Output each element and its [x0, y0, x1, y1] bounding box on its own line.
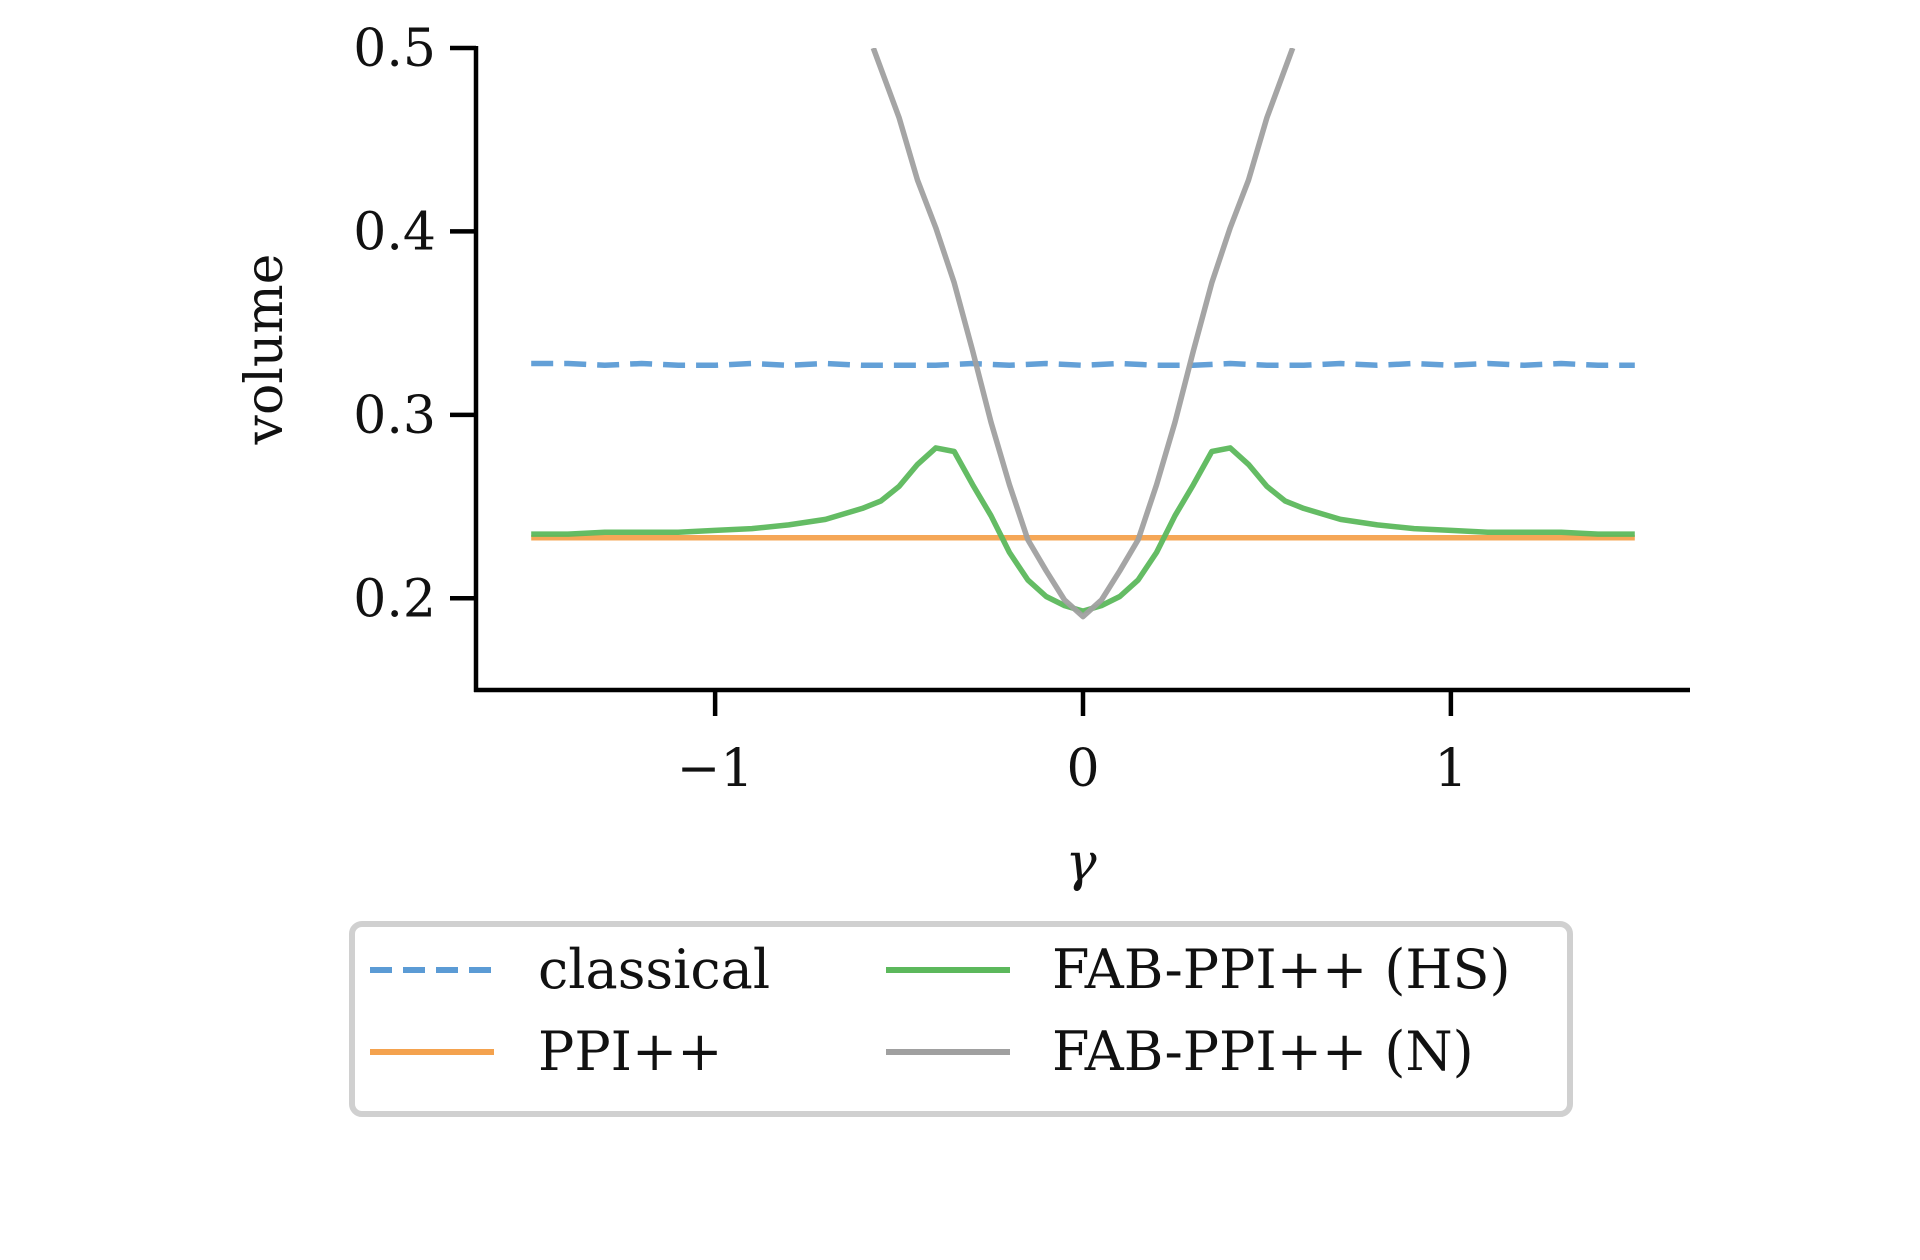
legend: classical PPI++ FAB-PPI++ (HS) FAB-PPI++ (N… — [349, 921, 1573, 1117]
y-axis-title: volume — [235, 254, 295, 446]
legend-label-0: classical — [538, 938, 770, 1001]
legend-label-2: FAB-PPI++ (HS) — [1052, 938, 1511, 1001]
x-tick-label: 1 — [1434, 739, 1467, 799]
x-tick-label: −1 — [677, 739, 754, 799]
legend-frame — [349, 921, 1573, 1117]
legend-label-3: FAB-PPI++ (N) — [1052, 1020, 1474, 1083]
y-tick-label: 0.4 — [353, 202, 436, 262]
ticks: −1 0 1 0.2 0.3 0.4 0.5 — [353, 19, 1467, 799]
series-line-3 — [870, 48, 1296, 620]
y-tick-label: 0.5 — [353, 19, 436, 79]
series-line-2 — [531, 445, 1635, 614]
x-axis-title: γ — [1065, 833, 1097, 893]
x-tick-label: 0 — [1066, 739, 1099, 799]
series-layer — [531, 48, 1635, 620]
legend-label-1: PPI++ — [538, 1020, 723, 1083]
y-tick-label: 0.2 — [353, 569, 436, 629]
y-tick-label: 0.3 — [353, 386, 436, 446]
series-line-0 — [531, 360, 1635, 369]
axes — [473, 46, 1690, 693]
